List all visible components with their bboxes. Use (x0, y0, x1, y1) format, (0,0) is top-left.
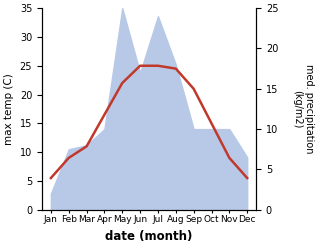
X-axis label: date (month): date (month) (105, 230, 193, 243)
Y-axis label: med. precipitation
(kg/m2): med. precipitation (kg/m2) (292, 64, 314, 154)
Y-axis label: max temp (C): max temp (C) (4, 73, 14, 145)
